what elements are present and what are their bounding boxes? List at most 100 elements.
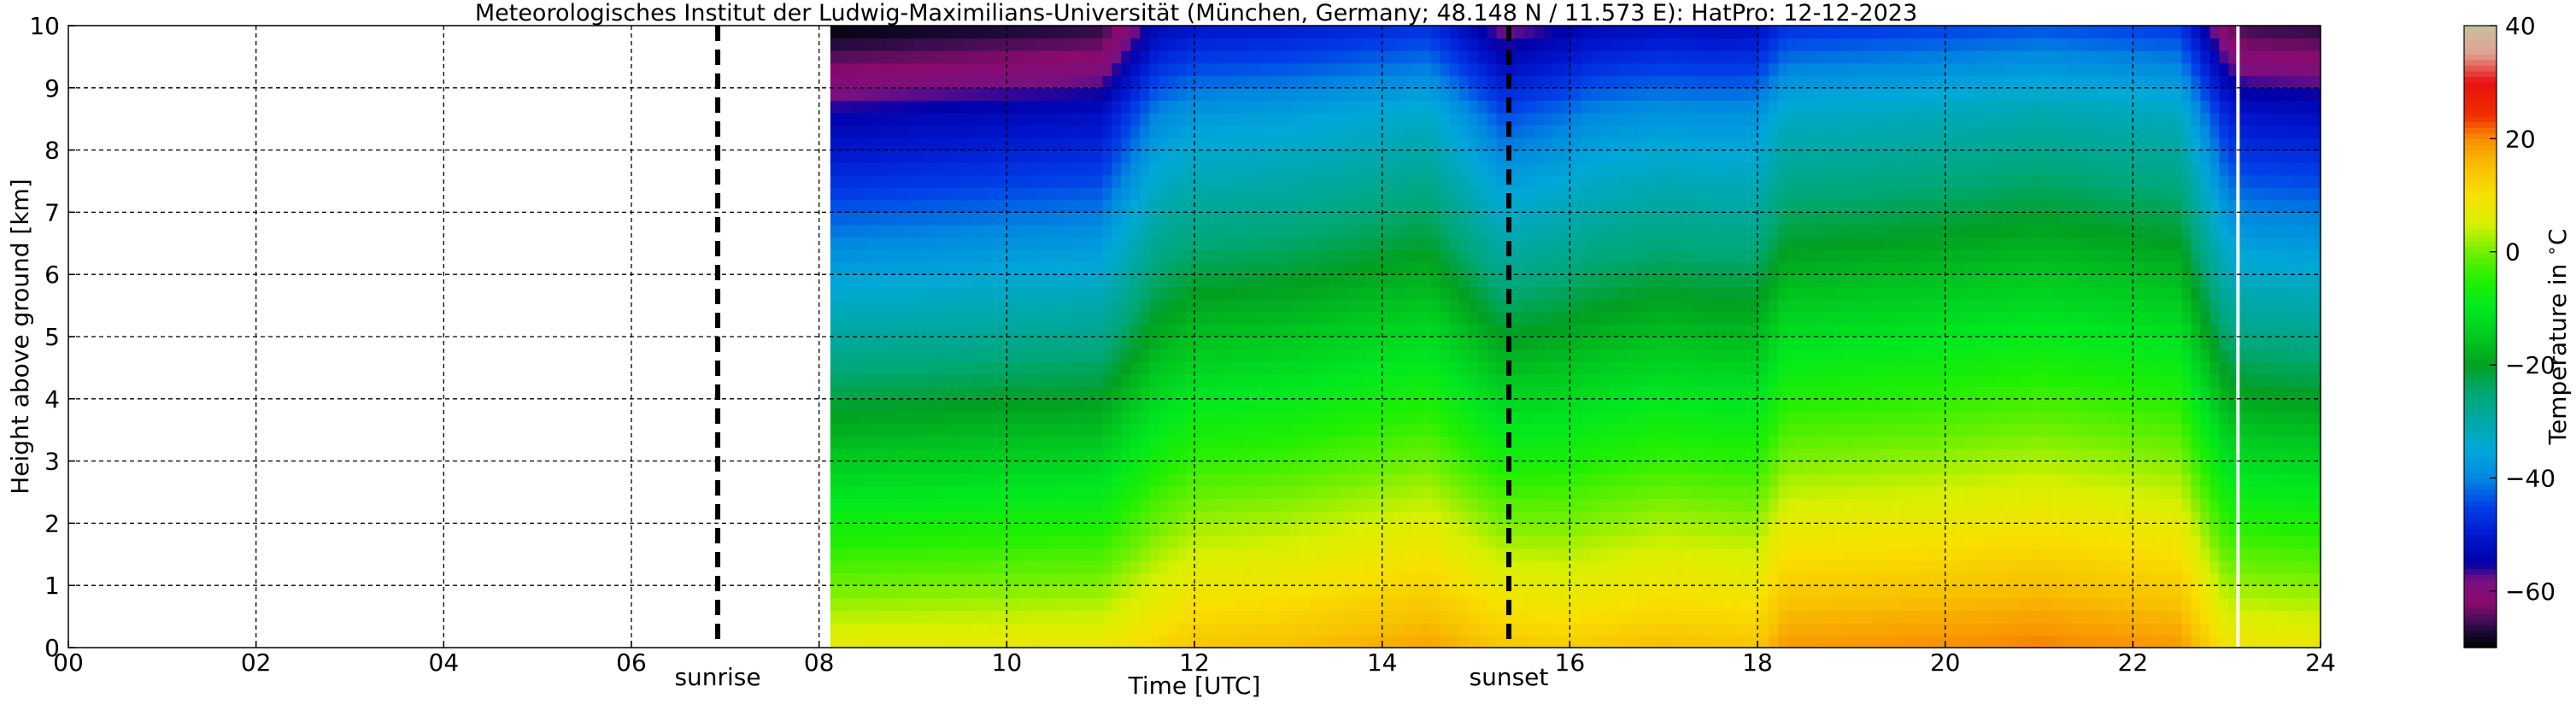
- heatmap-cell: [1271, 622, 1282, 637]
- heatmap-cell: [971, 398, 982, 412]
- heatmap-cell: [1684, 548, 1694, 561]
- heatmap-cell: [1149, 449, 1159, 462]
- heatmap-cell: [1759, 361, 1769, 375]
- heatmap-cell: [1177, 610, 1188, 624]
- heatmap-cell: [1336, 610, 1347, 624]
- heatmap-cell: [1046, 436, 1057, 449]
- heatmap-cell: [1402, 38, 1413, 51]
- heatmap-cell: [1665, 286, 1675, 300]
- heatmap-cell: [895, 398, 907, 412]
- heatmap-cell: [1036, 373, 1047, 387]
- heatmap-cell: [1759, 610, 1769, 624]
- heatmap-cell: [1074, 398, 1084, 412]
- heatmap-cell: [1684, 286, 1694, 300]
- heatmap-cell: [1149, 299, 1159, 313]
- heatmap-cell: [1703, 423, 1713, 437]
- heatmap-cell: [914, 199, 925, 213]
- heatmap-cell: [1074, 249, 1084, 263]
- heatmap-cell: [1327, 274, 1338, 288]
- heatmap-cell: [1750, 87, 1760, 101]
- heatmap-cell: [1036, 311, 1047, 326]
- heatmap-cell: [1243, 349, 1253, 362]
- heatmap-cell: [1065, 361, 1076, 375]
- heatmap-cell: [1027, 26, 1038, 39]
- heatmap-cell: [1581, 337, 1592, 350]
- heatmap-cell: [961, 212, 972, 226]
- heatmap-cell: [1074, 138, 1084, 151]
- heatmap-cell: [848, 510, 860, 524]
- heatmap-cell: [989, 449, 1000, 462]
- heatmap-cell: [1383, 87, 1394, 101]
- heatmap-cell: [1468, 26, 1479, 39]
- heatmap-cell: [1411, 411, 1423, 425]
- heatmap-cell: [1355, 449, 1366, 462]
- heatmap-cell: [1253, 597, 1263, 611]
- heatmap-cell: [1402, 436, 1413, 449]
- heatmap-cell: [1552, 572, 1564, 586]
- heatmap-cell: [1055, 473, 1066, 487]
- heatmap-cell: [848, 50, 860, 64]
- heatmap-cell: [1327, 212, 1338, 226]
- heatmap-cell: [1046, 286, 1057, 300]
- heatmap-cell: [1750, 436, 1760, 449]
- heatmap-cell: [1675, 373, 1685, 387]
- heatmap-cell: [877, 510, 888, 524]
- heatmap-cell: [971, 299, 982, 313]
- heatmap-cell: [867, 274, 878, 288]
- heatmap-cell: [1271, 311, 1282, 326]
- heatmap-cell: [905, 162, 916, 176]
- heatmap-cell: [1177, 224, 1188, 238]
- heatmap-cell: [1534, 473, 1545, 487]
- heatmap-cell: [1599, 138, 1611, 151]
- heatmap-cell: [1271, 237, 1282, 250]
- heatmap-cell: [1675, 261, 1685, 275]
- heatmap-cell: [1609, 261, 1620, 275]
- heatmap-cell: [1187, 572, 1197, 586]
- heatmap-cell: [933, 311, 944, 326]
- heatmap-cell: [1534, 622, 1545, 637]
- heatmap-cell: [1224, 87, 1235, 101]
- heatmap-cell: [1018, 38, 1029, 51]
- heatmap-cell: [867, 162, 878, 176]
- heatmap-cell: [848, 373, 860, 387]
- heatmap-cell: [1750, 622, 1760, 637]
- heatmap-cell: [1477, 199, 1488, 213]
- heatmap-cell: [1449, 337, 1460, 350]
- heatmap-cell: [1074, 523, 1084, 537]
- heatmap-cell: [1599, 485, 1611, 499]
- heatmap-cell: [1543, 411, 1554, 425]
- heatmap-cell: [971, 535, 982, 549]
- heatmap-cell: [1468, 274, 1479, 288]
- heatmap-cell: [1046, 237, 1057, 250]
- heatmap-cell: [1046, 485, 1057, 499]
- heatmap-cell: [1581, 523, 1592, 537]
- heatmap-cell: [1317, 597, 1329, 611]
- heatmap-cell: [1628, 324, 1639, 337]
- heatmap-cell: [1046, 299, 1057, 313]
- heatmap-cell: [1140, 386, 1150, 400]
- heatmap-cell: [1684, 610, 1694, 624]
- heatmap-cell: [895, 261, 907, 275]
- heatmap-cell: [980, 485, 991, 499]
- heatmap-cell: [1599, 212, 1611, 226]
- heatmap-cell: [1722, 411, 1732, 425]
- heatmap-cell: [1187, 398, 1197, 412]
- heatmap-cell: [971, 174, 982, 188]
- heatmap-cell: [839, 337, 850, 350]
- heatmap-cell: [1675, 138, 1685, 151]
- heatmap-cell: [952, 411, 963, 425]
- heatmap-cell: [1206, 187, 1216, 201]
- heatmap-cell: [1599, 373, 1611, 387]
- heatmap-cell: [1430, 125, 1441, 138]
- heatmap-cell: [1646, 249, 1657, 263]
- heatmap-cell: [1411, 311, 1423, 326]
- heatmap-cell: [1609, 311, 1620, 326]
- heatmap-cell: [1196, 622, 1206, 637]
- heatmap-cell: [1421, 436, 1432, 449]
- heatmap-cell: [1317, 461, 1329, 474]
- heatmap-cell: [1449, 597, 1460, 611]
- heatmap-cell: [1609, 274, 1620, 288]
- heatmap-cell: [1740, 212, 1751, 226]
- heatmap-cell: [1046, 212, 1057, 226]
- heatmap-cell: [1346, 274, 1357, 288]
